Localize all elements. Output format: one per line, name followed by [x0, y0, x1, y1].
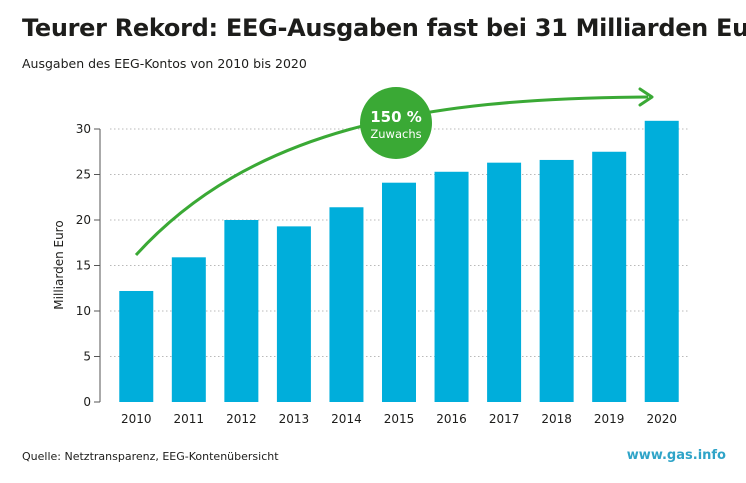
- y-tick-label: 5: [83, 350, 91, 364]
- bar-2019: [592, 151, 627, 402]
- x-tick-label: 2012: [226, 412, 257, 426]
- y-tick-label: 0: [83, 395, 91, 409]
- bar-2014: [329, 207, 364, 402]
- bar-2011: [171, 257, 206, 402]
- bar-2012: [224, 220, 259, 402]
- x-tick-label: 2018: [541, 412, 572, 426]
- y-tick-label: 15: [76, 259, 91, 273]
- x-tick-label: 2015: [384, 412, 415, 426]
- bar-2016: [434, 171, 469, 402]
- x-tick-label: 2010: [121, 412, 152, 426]
- y-tick-label: 30: [76, 122, 91, 136]
- x-axis-labels: 2010 2011 2012 2013 2014 2015 2016 2017 2018 2019…: [121, 412, 677, 426]
- x-tick-label: 2011: [174, 412, 205, 426]
- x-tick-label: 2020: [646, 412, 677, 426]
- bars: [119, 120, 679, 402]
- y-tick-label: 10: [76, 304, 91, 318]
- growth-badge-label: Zuwachs: [370, 127, 421, 141]
- bar-2017: [487, 162, 522, 402]
- brand-link[interactable]: www.gas.info: [626, 448, 726, 463]
- bar-2013: [276, 226, 311, 402]
- growth-badge-circle: [360, 87, 432, 159]
- y-axis-label: Milliarden Euro: [52, 220, 66, 309]
- bar-2010: [119, 290, 154, 402]
- growth-arrow: [134, 87, 654, 257]
- y-tick-label: 20: [76, 213, 91, 227]
- y-axis: 0 5 10 15 20 25 30: [76, 122, 101, 409]
- bar-2020: [644, 120, 679, 402]
- arrow-head-icon: [638, 87, 654, 107]
- x-tick-label: 2014: [331, 412, 362, 426]
- chart-subtitle: Ausgaben des EEG-Kontos von 2010 bis 202…: [22, 56, 307, 71]
- growth-arrow-line: [134, 95, 649, 257]
- bar-2015: [382, 182, 416, 402]
- x-tick-label: 2013: [279, 412, 310, 426]
- chart-title: Teurer Rekord: EEG-Ausgaben fast bei 31 …: [22, 14, 746, 42]
- growth-badge-value: 150 %: [370, 108, 422, 126]
- source-note: Quelle: Netztransparenz, EEG-Kontenübers…: [22, 450, 279, 463]
- growth-badge: 150 % Zuwachs: [360, 87, 432, 159]
- x-tick-label: 2016: [436, 412, 467, 426]
- x-tick-label: 2019: [594, 412, 625, 426]
- bar-2018: [539, 159, 574, 402]
- y-tick-label: 25: [76, 168, 91, 182]
- x-tick-label: 2017: [489, 412, 520, 426]
